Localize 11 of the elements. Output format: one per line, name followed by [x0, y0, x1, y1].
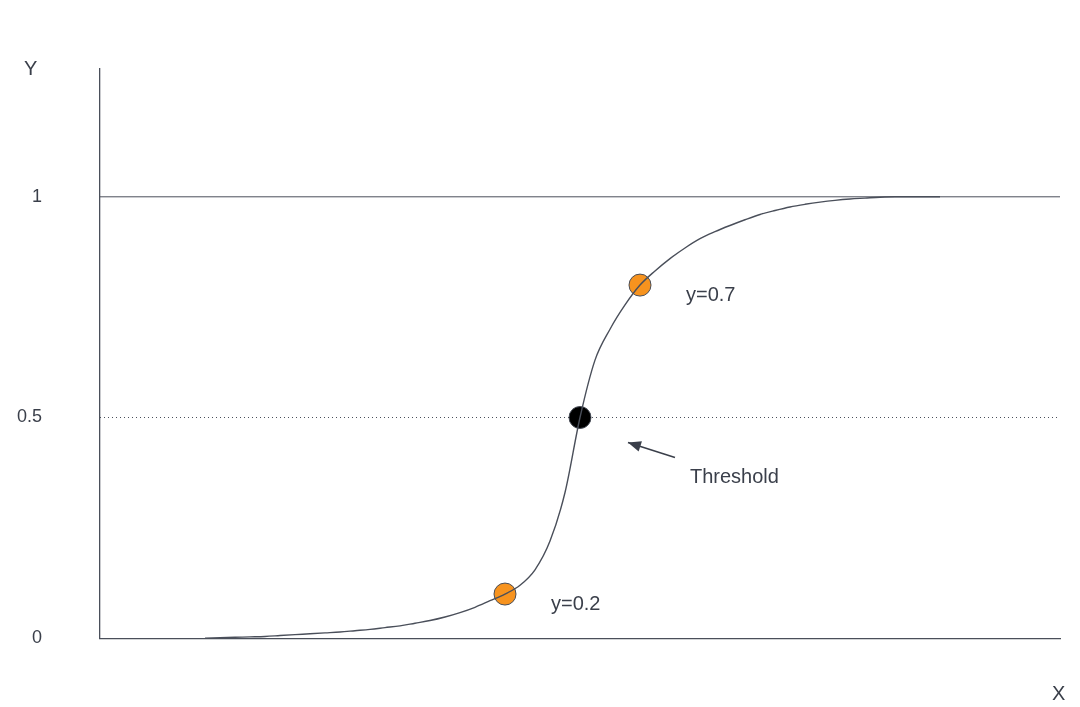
point	[628, 273, 652, 297]
annotation: Threshold	[690, 465, 779, 488]
point	[568, 406, 592, 429]
annotation: y=0.2	[551, 591, 601, 614]
annotation: y=0.7	[686, 282, 736, 305]
point	[493, 582, 517, 606]
y-tick-label: 0.5	[16, 406, 42, 427]
y-tick-label: 0	[31, 627, 42, 648]
y-axis-title: Y	[24, 56, 38, 80]
y-tick-label: 1	[31, 185, 42, 206]
x-axis-title: X	[1052, 682, 1066, 706]
